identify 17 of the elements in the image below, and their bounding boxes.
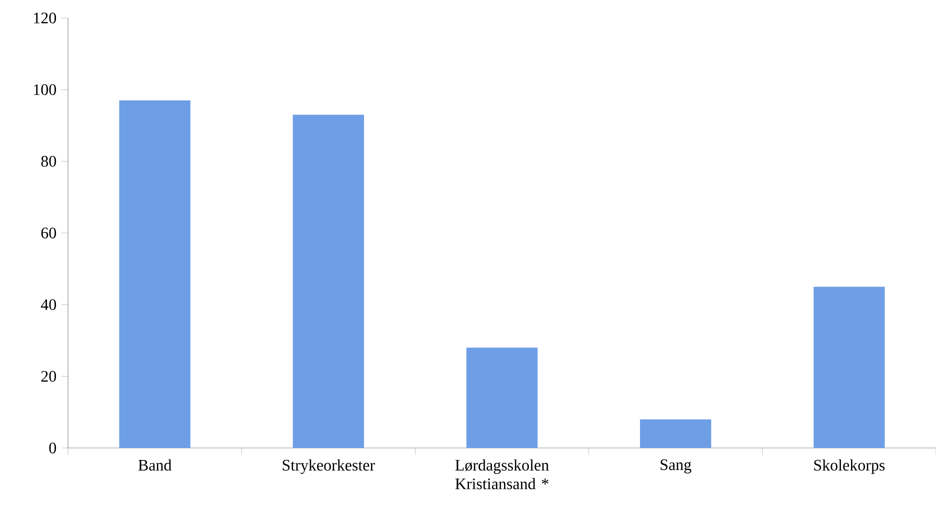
y-tick-label: 120 — [34, 12, 56, 24]
y-tick-label: 80 — [41, 156, 56, 167]
y-tick-label: 0 — [49, 442, 56, 454]
bar — [640, 419, 712, 448]
bar — [466, 348, 538, 448]
bar — [814, 286, 885, 448]
bar — [119, 100, 190, 448]
x-tick-label: Band — [138, 459, 172, 471]
x-tick-label: Sang — [660, 459, 692, 474]
x-tick-label: Strykeorkester — [282, 459, 375, 474]
y-tick-label: 100 — [34, 84, 56, 96]
x-tick-label: Lørdagsskolen Kristiansand * — [455, 459, 549, 490]
bar — [292, 114, 364, 448]
y-tick-label: 60 — [41, 228, 56, 238]
x-tick-label: Skolekorps — [814, 459, 885, 474]
y-tick-label: 20 — [41, 370, 56, 382]
y-tick-label: 40 — [40, 299, 56, 310]
